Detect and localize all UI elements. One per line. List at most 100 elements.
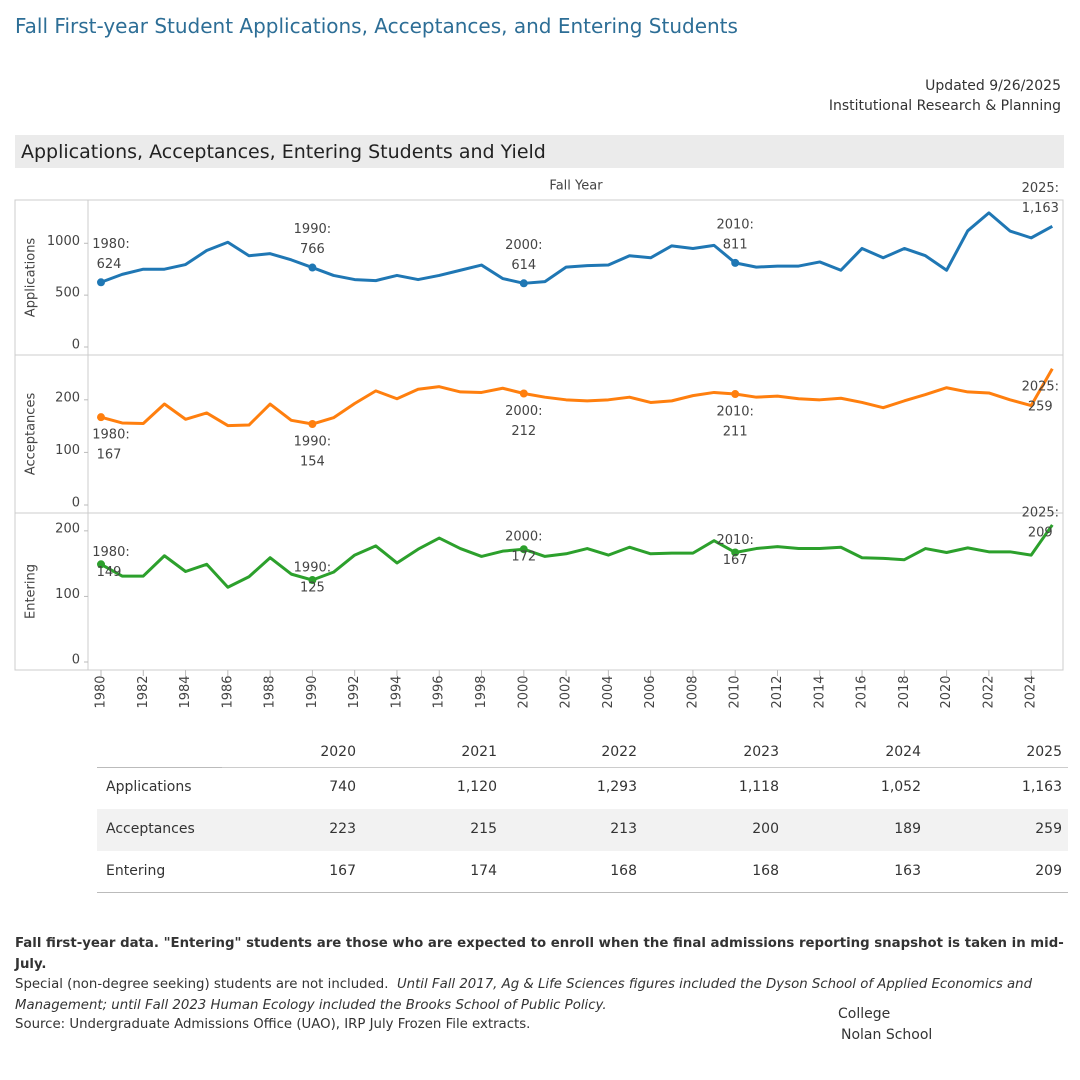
- x-tick-label: 2012: [770, 675, 785, 708]
- annotation-year: 2010:: [716, 405, 753, 420]
- table-cell: 168: [610, 863, 637, 879]
- column-header: 2023: [743, 744, 779, 760]
- column-header: 2022: [601, 744, 637, 760]
- table-cell: 1,118: [738, 779, 779, 795]
- table-cell: 174: [470, 863, 497, 879]
- panel-frame: [14, 512, 1064, 671]
- x-tick-label: 2022: [981, 675, 996, 708]
- point: [731, 390, 740, 399]
- y-axis-title: Entering: [24, 564, 39, 619]
- y-axis-title: Applications: [24, 238, 39, 318]
- x-tick-label: 2004: [601, 675, 616, 708]
- point: [519, 389, 528, 398]
- x-tick-label: 2000: [516, 675, 531, 708]
- column-header: 2024: [885, 744, 921, 760]
- table-cell: 1,293: [596, 779, 637, 795]
- source: Source: Undergraduate Admissions Office …: [15, 1017, 531, 1032]
- y-tick-label: 0: [72, 496, 80, 511]
- annotation-value: 614: [511, 258, 536, 273]
- x-tick-label: 2008: [685, 675, 700, 708]
- point: [731, 258, 740, 267]
- page-title: Fall First-year Student Applications, Ac…: [15, 14, 738, 38]
- annotation-value: 211: [723, 425, 748, 440]
- x-tick-label: 2014: [812, 675, 827, 708]
- section-band: [15, 135, 1064, 168]
- point: [97, 278, 105, 287]
- x-tick-label: 2006: [643, 675, 658, 708]
- x-tick-label: 1980: [94, 675, 109, 708]
- row-label: Acceptances: [106, 821, 195, 837]
- x-tick-label: 1996: [432, 675, 447, 708]
- line: [100, 368, 1054, 428]
- annotation-year: 1980:: [92, 428, 129, 443]
- x-tick-label: 2002: [559, 675, 574, 708]
- point: [308, 420, 317, 429]
- point: [308, 263, 317, 272]
- x-tick-label: 1990: [305, 675, 320, 708]
- table-cell: 167: [329, 863, 356, 879]
- annotation-value: 154: [300, 455, 325, 470]
- annotation-value: 811: [723, 237, 748, 252]
- x-tick-label: 1992: [347, 675, 362, 708]
- table-cell: 189: [894, 821, 921, 837]
- row-shade: [97, 809, 1068, 851]
- annotation-year: 2025:: [1022, 181, 1059, 196]
- point: [731, 548, 740, 557]
- annotation-year: 1990:: [294, 222, 331, 237]
- table-cell: 740: [329, 779, 356, 795]
- annotation-value: 125: [300, 581, 325, 596]
- column-header: 2025: [1026, 744, 1062, 760]
- point: [519, 545, 528, 554]
- point: [97, 560, 105, 569]
- table-cell: 200: [752, 821, 779, 837]
- x-tick-label: 1986: [220, 675, 235, 708]
- table-cell: 213: [610, 821, 637, 837]
- annotation-value: 212: [511, 424, 536, 439]
- annotation-value: 172: [511, 550, 536, 565]
- x-tick-label: 1988: [263, 675, 278, 708]
- x-axis-title: Fall Year: [549, 179, 603, 194]
- annotation-value: 167: [723, 553, 748, 568]
- annotation-value: 149: [97, 565, 122, 580]
- table-cell: 1,163: [1021, 779, 1062, 795]
- line: [100, 524, 1054, 589]
- table-cell: 259: [1035, 821, 1062, 837]
- filter-label: College: [838, 1006, 891, 1022]
- annotation-year: 2010:: [716, 533, 753, 548]
- point: [519, 279, 528, 288]
- y-tick-label: 100: [55, 443, 80, 458]
- annotation-year: 2000:: [505, 404, 542, 419]
- x-tick-label: 2020: [939, 675, 954, 708]
- note-bold: Fall first-year data. "Entering" student…: [15, 936, 1064, 972]
- annotation-value: 1,163: [1022, 201, 1059, 216]
- section-title: Applications, Acceptances, Entering Stud…: [21, 141, 546, 163]
- annotation-value: 766: [300, 242, 325, 257]
- x-tick-label: 2018: [897, 675, 912, 708]
- point: [97, 413, 105, 422]
- table-cell: 223: [329, 821, 356, 837]
- rule: [97, 892, 1068, 893]
- line: [100, 211, 1054, 285]
- table-cell: 1,052: [880, 779, 921, 795]
- annotation-year: 2000:: [505, 530, 542, 545]
- annotation-value: 259: [1028, 399, 1053, 414]
- y-tick-label: 1000: [47, 234, 80, 249]
- panel-frame: [14, 354, 1064, 514]
- table-cell: 1,120: [456, 779, 497, 795]
- rule: [222, 767, 1068, 768]
- annotation-value: 167: [97, 448, 122, 463]
- row-label: Applications: [106, 779, 192, 795]
- x-tick-label: 1998: [474, 675, 489, 708]
- table-cell: 163: [894, 863, 921, 879]
- x-tick-label: 1984: [178, 675, 193, 708]
- annotation-value: 209: [1028, 525, 1053, 540]
- y-tick-label: 0: [72, 653, 80, 668]
- x-tick-label: 2010: [728, 675, 743, 708]
- rule: [97, 767, 222, 768]
- point: [308, 576, 317, 585]
- annotation-year: 1980:: [92, 237, 129, 252]
- y-tick-label: 200: [55, 390, 80, 405]
- table-cell: 168: [752, 863, 779, 879]
